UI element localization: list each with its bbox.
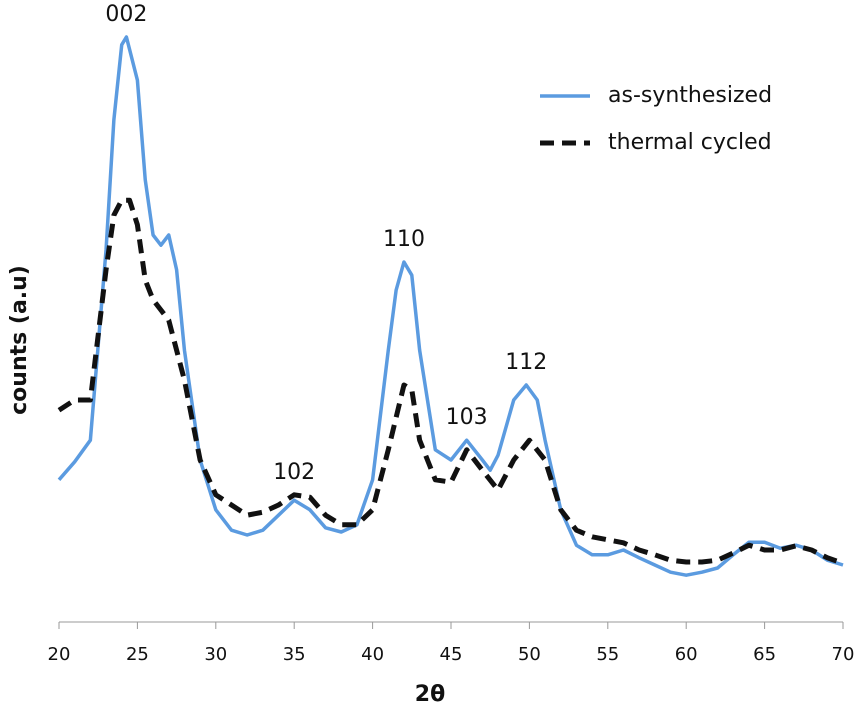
x-tick-label: 35 <box>283 644 306 665</box>
x-tick-label: 40 <box>361 644 384 665</box>
x-tick-label: 70 <box>832 644 855 665</box>
line-series <box>57 35 844 577</box>
x-tick-label: 50 <box>518 644 541 665</box>
x-tick-label: 30 <box>204 644 227 665</box>
peak-label: 103 <box>446 405 488 430</box>
legend-label: as-synthesized <box>608 83 772 108</box>
peak-label: 112 <box>505 350 547 375</box>
legend-label: thermal cycled <box>608 130 772 155</box>
x-tick-label: 25 <box>126 644 149 665</box>
x-tick-label: 45 <box>440 644 463 665</box>
peak-label: 102 <box>273 460 315 485</box>
x-tick-label: 55 <box>596 644 619 665</box>
x-tick-label: 65 <box>753 644 776 665</box>
x-tick-label: 20 <box>48 644 71 665</box>
x-axis-label: 2θ <box>415 682 445 707</box>
line-series <box>57 197 844 566</box>
peak-label: 110 <box>383 227 425 252</box>
x-tick-label: 60 <box>675 644 698 665</box>
y-axis-label: counts (a.u) <box>7 265 32 415</box>
peak-label: 002 <box>105 2 147 27</box>
